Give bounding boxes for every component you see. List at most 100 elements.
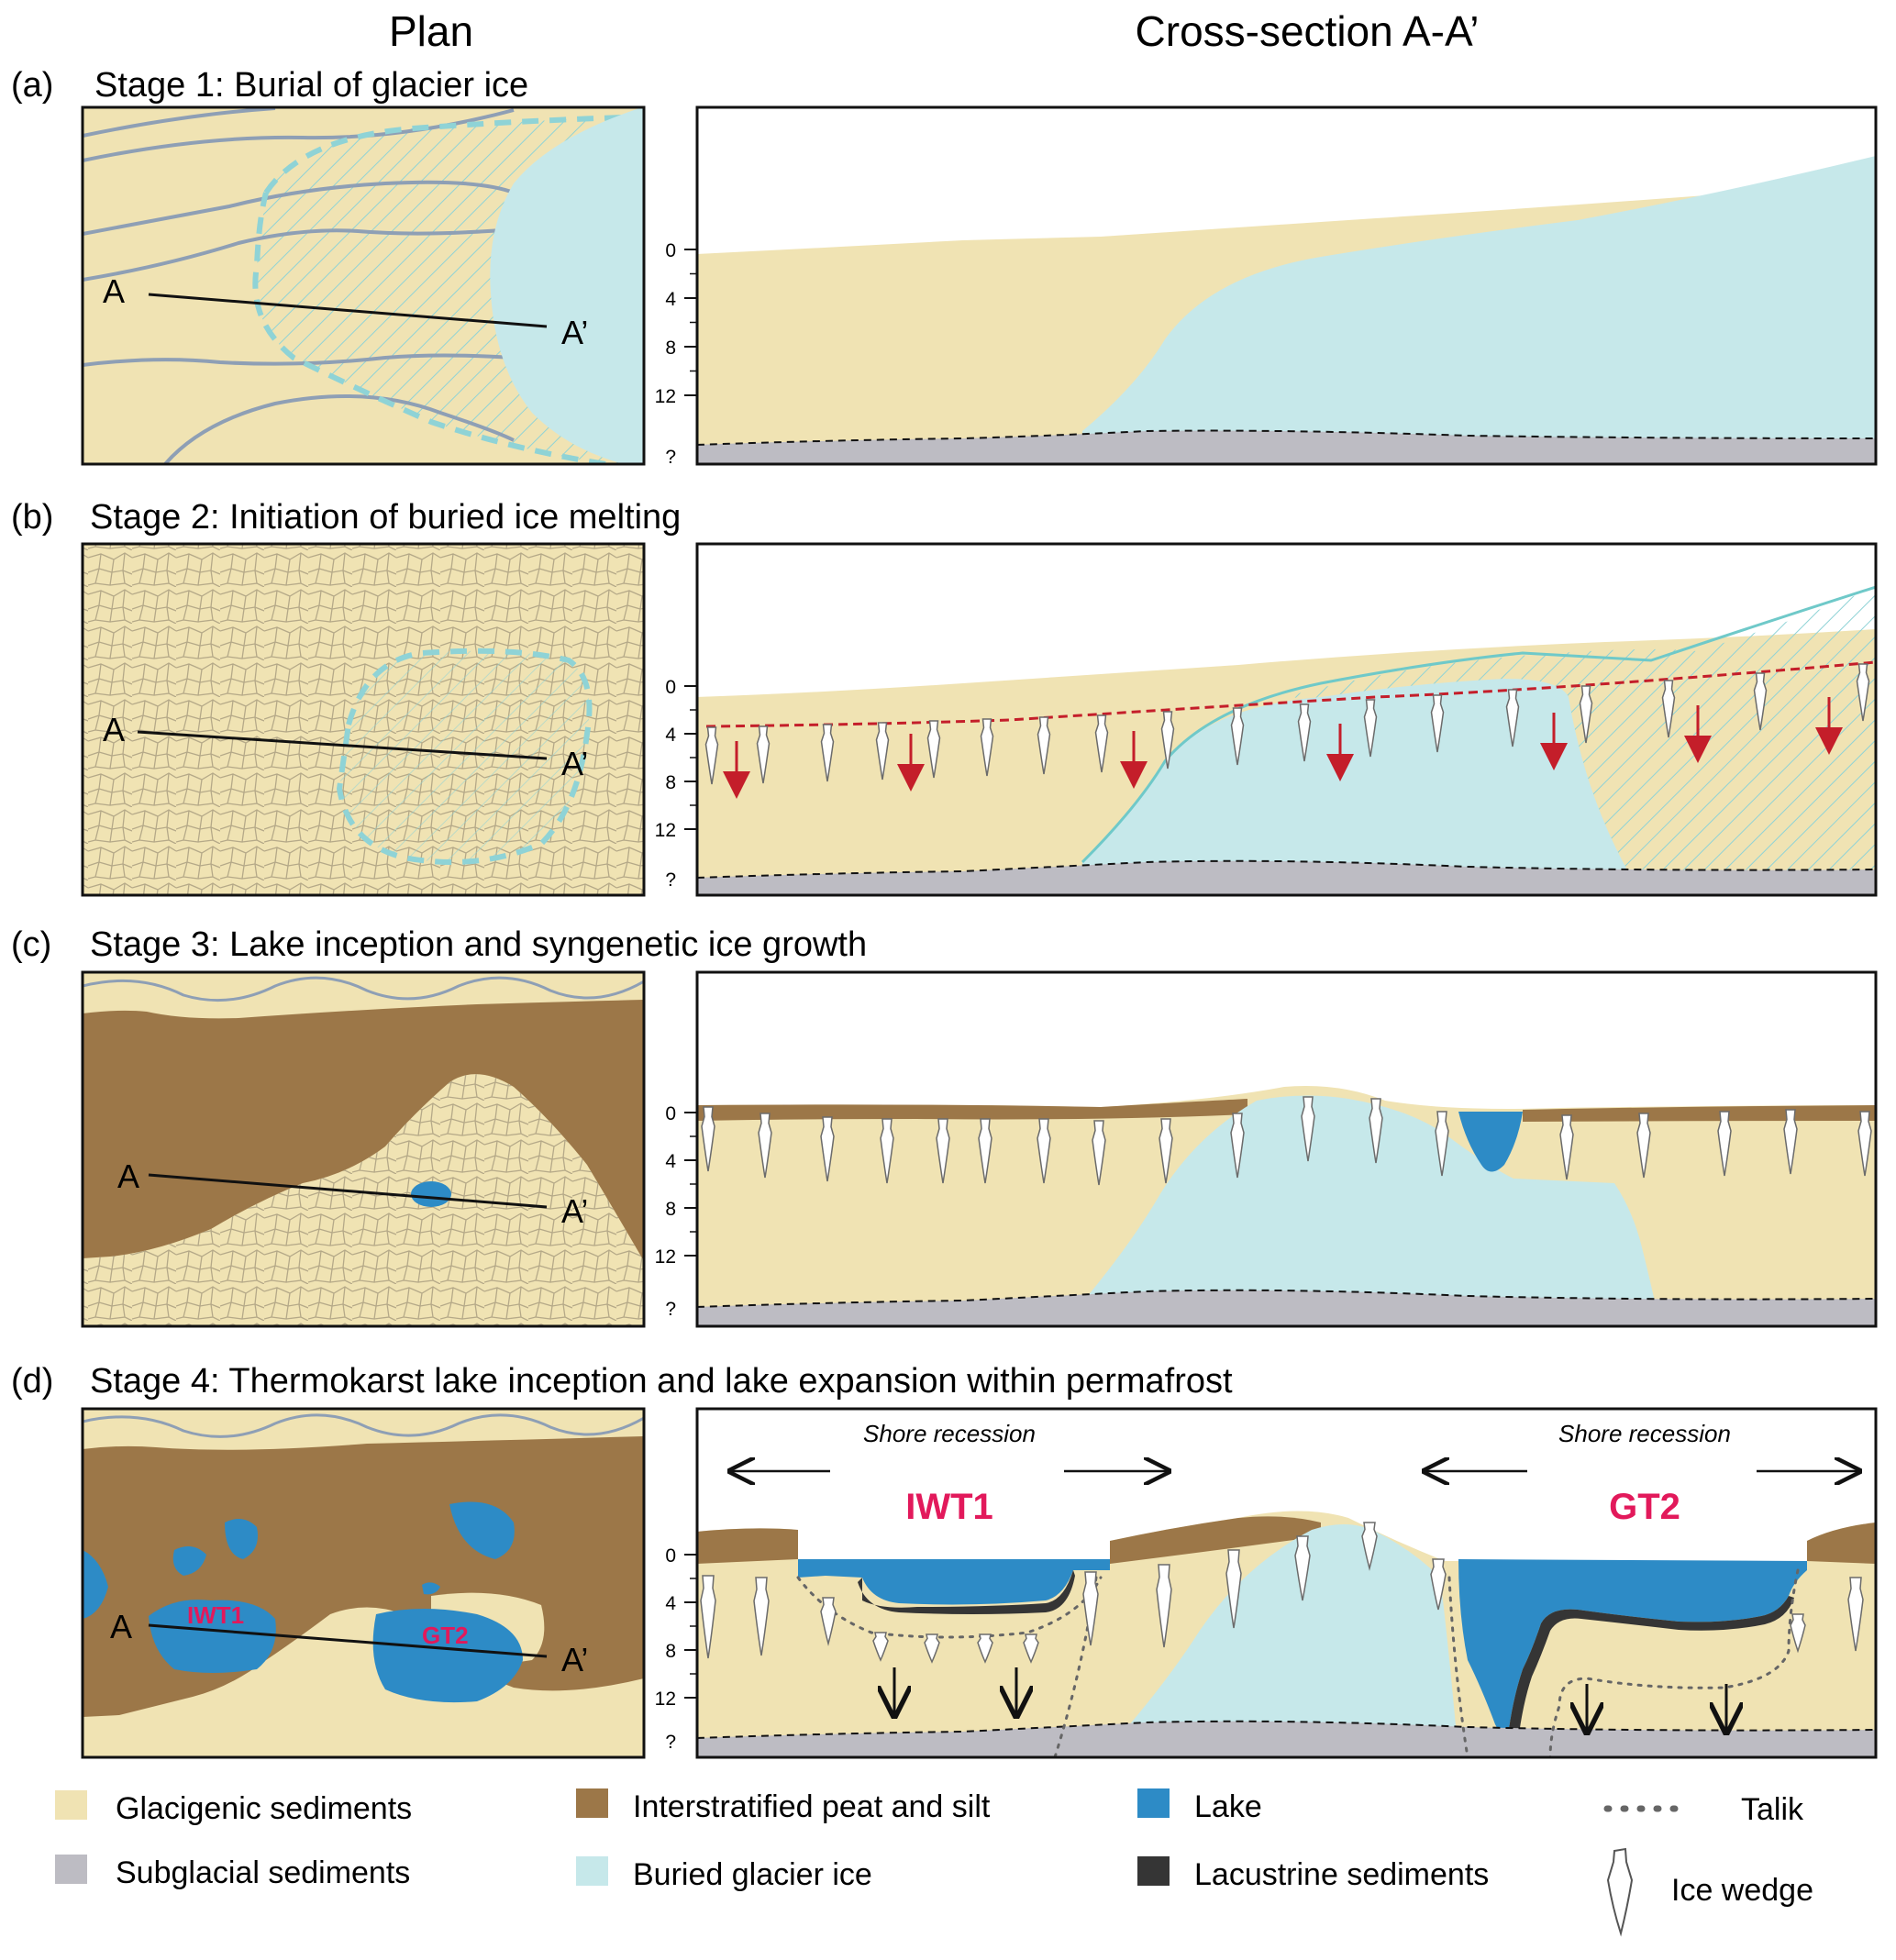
- lake-iwt1-plan-label: IWT1: [187, 1601, 244, 1629]
- legend-label-peat: Interstratified peat and silt: [633, 1789, 991, 1824]
- ice-wedge: [980, 718, 994, 777]
- ice-wedge: [1430, 1558, 1447, 1611]
- depth-tick-label: 8: [665, 1641, 676, 1662]
- ice-wedge: [924, 1633, 940, 1664]
- ice-wedge: [1579, 685, 1593, 744]
- stage-c-letter: (c): [11, 925, 51, 964]
- stage-a-letter: (a): [11, 66, 53, 105]
- stage-b-letter: (b): [11, 498, 53, 537]
- ice-wedge: [758, 1113, 772, 1179]
- ice-wedge: [756, 725, 771, 784]
- ice-wedges-stage-3: [701, 1096, 1872, 1186]
- ice-wedge: [820, 724, 835, 782]
- cross-section-stage-4: Shore recession Shore recession IWT1 GT2: [695, 1407, 1878, 1759]
- legend-label-subglacial: Subglacial sediments: [116, 1855, 410, 1890]
- ice-wedge: [977, 1633, 993, 1664]
- plan-view-stage-2: A A’: [81, 542, 646, 897]
- depth-tick-label: 12: [655, 1689, 676, 1710]
- stage-b-title: Stage 2: Initiation of buried ice meltin…: [90, 498, 681, 537]
- ice-wedge: [1857, 1111, 1872, 1177]
- shore-recession-right-label: Shore recession: [1558, 1420, 1731, 1447]
- legend-swatch-peat: [576, 1788, 608, 1818]
- legend-label-lacustrine: Lacustrine sediments: [1194, 1857, 1489, 1892]
- ice-wedge: [1430, 694, 1445, 753]
- depth-tick-label: 0: [665, 677, 676, 698]
- point-a-prime-stage-3: A’: [561, 1192, 588, 1230]
- ice-wedge: [820, 1116, 835, 1182]
- plan-column-title: Plan: [389, 7, 473, 55]
- ice-wedge: [1297, 703, 1312, 762]
- depth-tick-label: 4: [665, 289, 676, 310]
- ice-wedge: [1092, 1120, 1106, 1186]
- legend-swatch-lacustrine: [1137, 1856, 1170, 1886]
- depth-tick-label: 4: [665, 725, 676, 746]
- ice-wedge: [1847, 1577, 1864, 1652]
- depth-tick-label: 8: [665, 1199, 676, 1220]
- ice-wedge: [1636, 1113, 1651, 1179]
- legend-swatch-glacigenic: [55, 1790, 87, 1820]
- lake-gt2-section-label: GT2: [1609, 1487, 1680, 1527]
- depth-tick-label: 12: [655, 1246, 676, 1268]
- shore-recession-left-label: Shore recession: [863, 1420, 1036, 1447]
- ice-wedge: [872, 1632, 889, 1662]
- stage-c-title: Stage 3: Lake inception and syngenetic i…: [90, 925, 867, 964]
- ice-wedge: [1369, 1098, 1383, 1164]
- point-a-stage-3: A: [117, 1157, 139, 1195]
- point-a-prime-stage-4: A’: [561, 1641, 588, 1678]
- depth-tick-label: 8: [665, 338, 676, 359]
- ice-wedge: [1294, 1535, 1311, 1601]
- plan-view-stage-1: A A’: [81, 105, 646, 466]
- legend-symbol-icewedge: [1606, 1847, 1634, 1937]
- ice-wedge: [1856, 663, 1870, 722]
- plan-view-stage-3: A A’: [81, 970, 646, 1328]
- lake-gt2-plan-label: GT2: [422, 1622, 469, 1649]
- legend-swatch-lake: [1137, 1788, 1170, 1818]
- ice-wedge: [701, 1106, 715, 1172]
- depth-tick-label: 0: [665, 1103, 676, 1124]
- ice-wedge: [1023, 1633, 1039, 1664]
- ice-wedge: [1301, 1096, 1315, 1162]
- cross-section-stage-3: [695, 970, 1878, 1328]
- ice-wedge: [875, 722, 890, 781]
- depth-unknown-label: ?: [665, 1732, 676, 1753]
- cross-section-stage-2: [695, 542, 1878, 897]
- ice-wedges-stage-4: [700, 1522, 1864, 1664]
- ice-wedge: [1230, 1113, 1245, 1179]
- ice-wedge: [1230, 707, 1245, 766]
- ice-wedge: [880, 1118, 894, 1184]
- point-a-prime-stage-2: A’: [561, 745, 588, 782]
- point-a-stage-4: A: [110, 1608, 132, 1645]
- ice-wedge: [1505, 689, 1520, 747]
- lake-gt2-section: [1458, 1559, 1807, 1735]
- depth-axes: 0 4 8 12? 0 4 8 12? 0 4 8 12? 0 4 8 12?: [655, 240, 697, 1753]
- ice-wedge: [1717, 1111, 1732, 1177]
- ice-wedge: [1783, 1109, 1798, 1175]
- ice-wedge: [936, 1118, 950, 1184]
- ice-wedge: [978, 1118, 992, 1184]
- depth-tick-label: 0: [665, 240, 676, 261]
- plan-view-stage-4: A A’ IWT1 GT2: [81, 1407, 646, 1759]
- ice-wedge: [1753, 672, 1768, 731]
- lake-iwt1-plan: [149, 1600, 276, 1673]
- ice-wedge: [1361, 1522, 1378, 1571]
- cross-section-column-title: Cross-section A-A’: [1136, 7, 1480, 55]
- lake-iwt1-section: [798, 1559, 1110, 1605]
- talik-deepening-arrows: [894, 1667, 1726, 1730]
- depth-tick-label: 12: [655, 820, 676, 841]
- ice-wedge: [1160, 711, 1175, 770]
- point-a-prime-stage-1: A’: [561, 314, 588, 351]
- stage-a-title: Stage 1: Burial of glacier ice: [94, 66, 528, 105]
- depth-tick-label: 12: [655, 386, 676, 407]
- ice-wedge: [1037, 716, 1051, 775]
- ice-wedge: [1435, 1111, 1449, 1177]
- ice-wedge: [1790, 1613, 1806, 1654]
- ice-wedge: [704, 726, 719, 785]
- ice-wedge: [700, 1575, 716, 1659]
- stage-d-letter: (d): [11, 1362, 53, 1401]
- ice-wedge: [1037, 1118, 1051, 1184]
- point-a-stage-1: A: [103, 272, 125, 310]
- stage-d-title: Stage 4: Thermokarst lake inception and …: [90, 1362, 1233, 1401]
- ice-wedge: [926, 720, 941, 779]
- ice-wedge: [1094, 714, 1109, 773]
- lake-gt2-plan: [372, 1609, 523, 1703]
